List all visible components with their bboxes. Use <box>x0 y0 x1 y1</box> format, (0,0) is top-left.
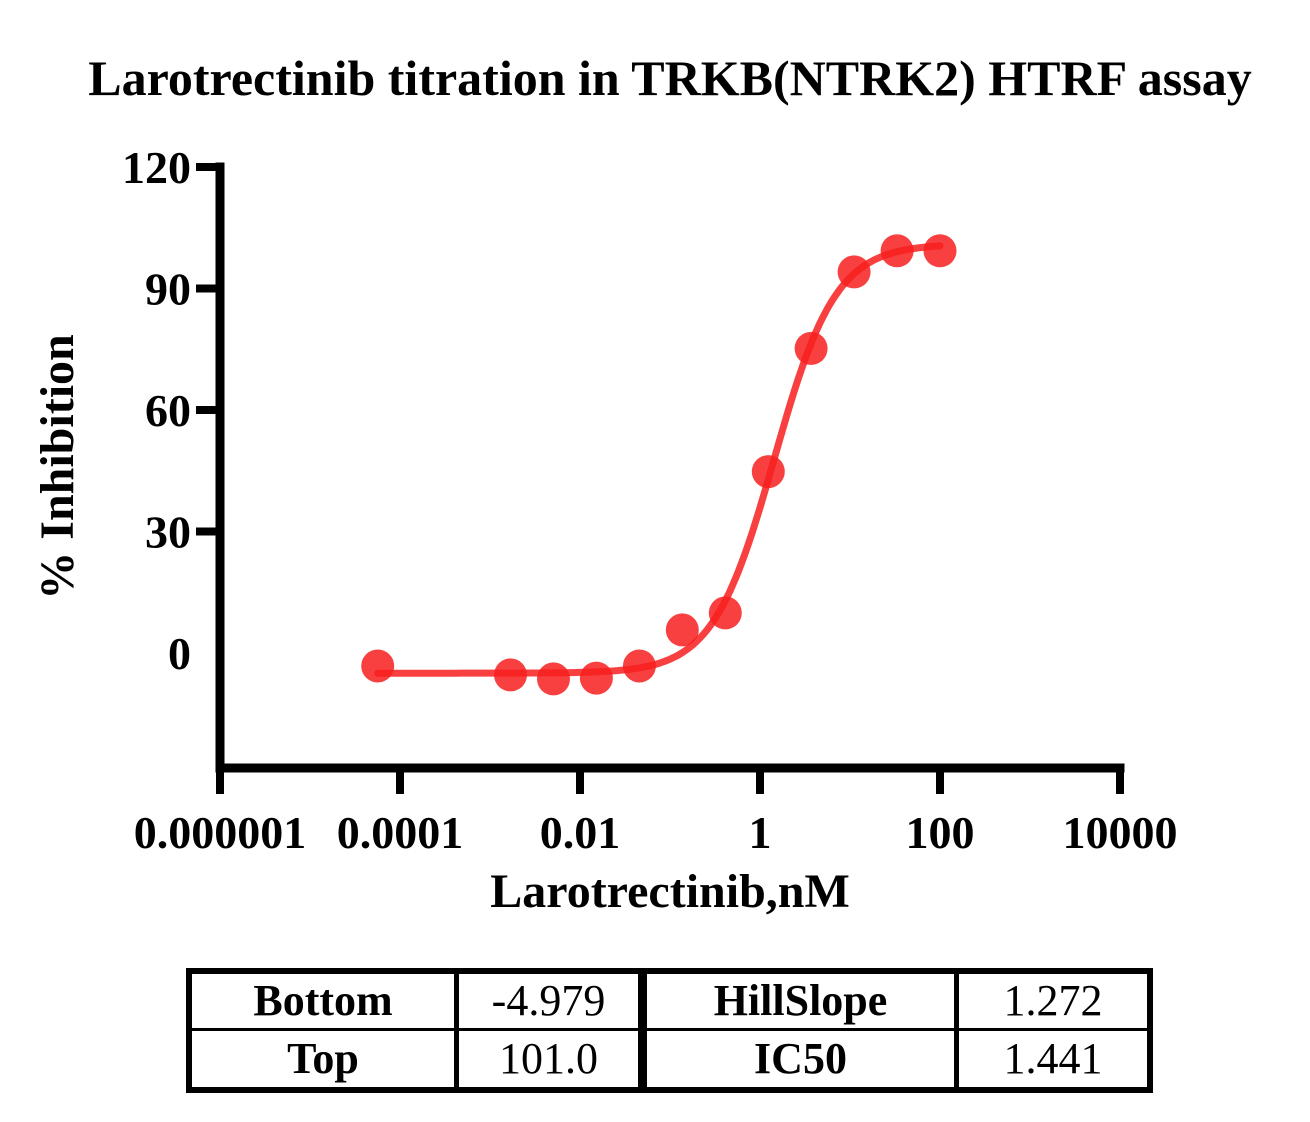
axes: 0 30 60 90 120 0.000001 0.0001 0.01 1 100 10000 <box>122 142 1178 858</box>
param-value-top: 101.0 <box>459 1030 647 1087</box>
param-value-bottom: -4.979 <box>459 974 647 1031</box>
svg-text:1: 1 <box>749 807 772 858</box>
y-axis-title: % Inhibition <box>31 334 84 599</box>
param-value-ic50: 1.441 <box>1003 1033 1103 1083</box>
data-points <box>361 234 957 696</box>
param-value-hillslope: 1.272 <box>959 974 1147 1031</box>
fit-curve <box>374 242 944 677</box>
svg-text:100: 100 <box>906 807 975 858</box>
svg-text:0.0001: 0.0001 <box>337 807 464 858</box>
param-label-ic50: IC50 <box>647 1030 959 1087</box>
param-label-top: Top <box>192 1030 459 1087</box>
svg-text:0: 0 <box>168 628 191 679</box>
svg-text:60: 60 <box>145 385 191 436</box>
svg-text:90: 90 <box>145 264 191 315</box>
svg-text:10000: 10000 <box>1063 807 1178 858</box>
svg-text:30: 30 <box>145 507 191 558</box>
x-axis-title: Larotrectinib,nM <box>490 865 850 918</box>
chart-title: Larotrectinib titration in TRKB(NTRK2) H… <box>88 50 1251 106</box>
param-label-bottom: Bottom <box>192 974 459 1031</box>
fit-results-table: Bottom -4.979 HillSlope 1.272 Top 101.0 … <box>186 968 1153 1093</box>
svg-text:0.01: 0.01 <box>540 807 621 858</box>
svg-text:0.000001: 0.000001 <box>134 807 307 858</box>
dose-response-chart: Larotrectinib titration in TRKB(NTRK2) H… <box>31 50 1252 918</box>
svg-text:120: 120 <box>122 142 191 193</box>
param-label-hillslope: HillSlope <box>647 974 959 1031</box>
